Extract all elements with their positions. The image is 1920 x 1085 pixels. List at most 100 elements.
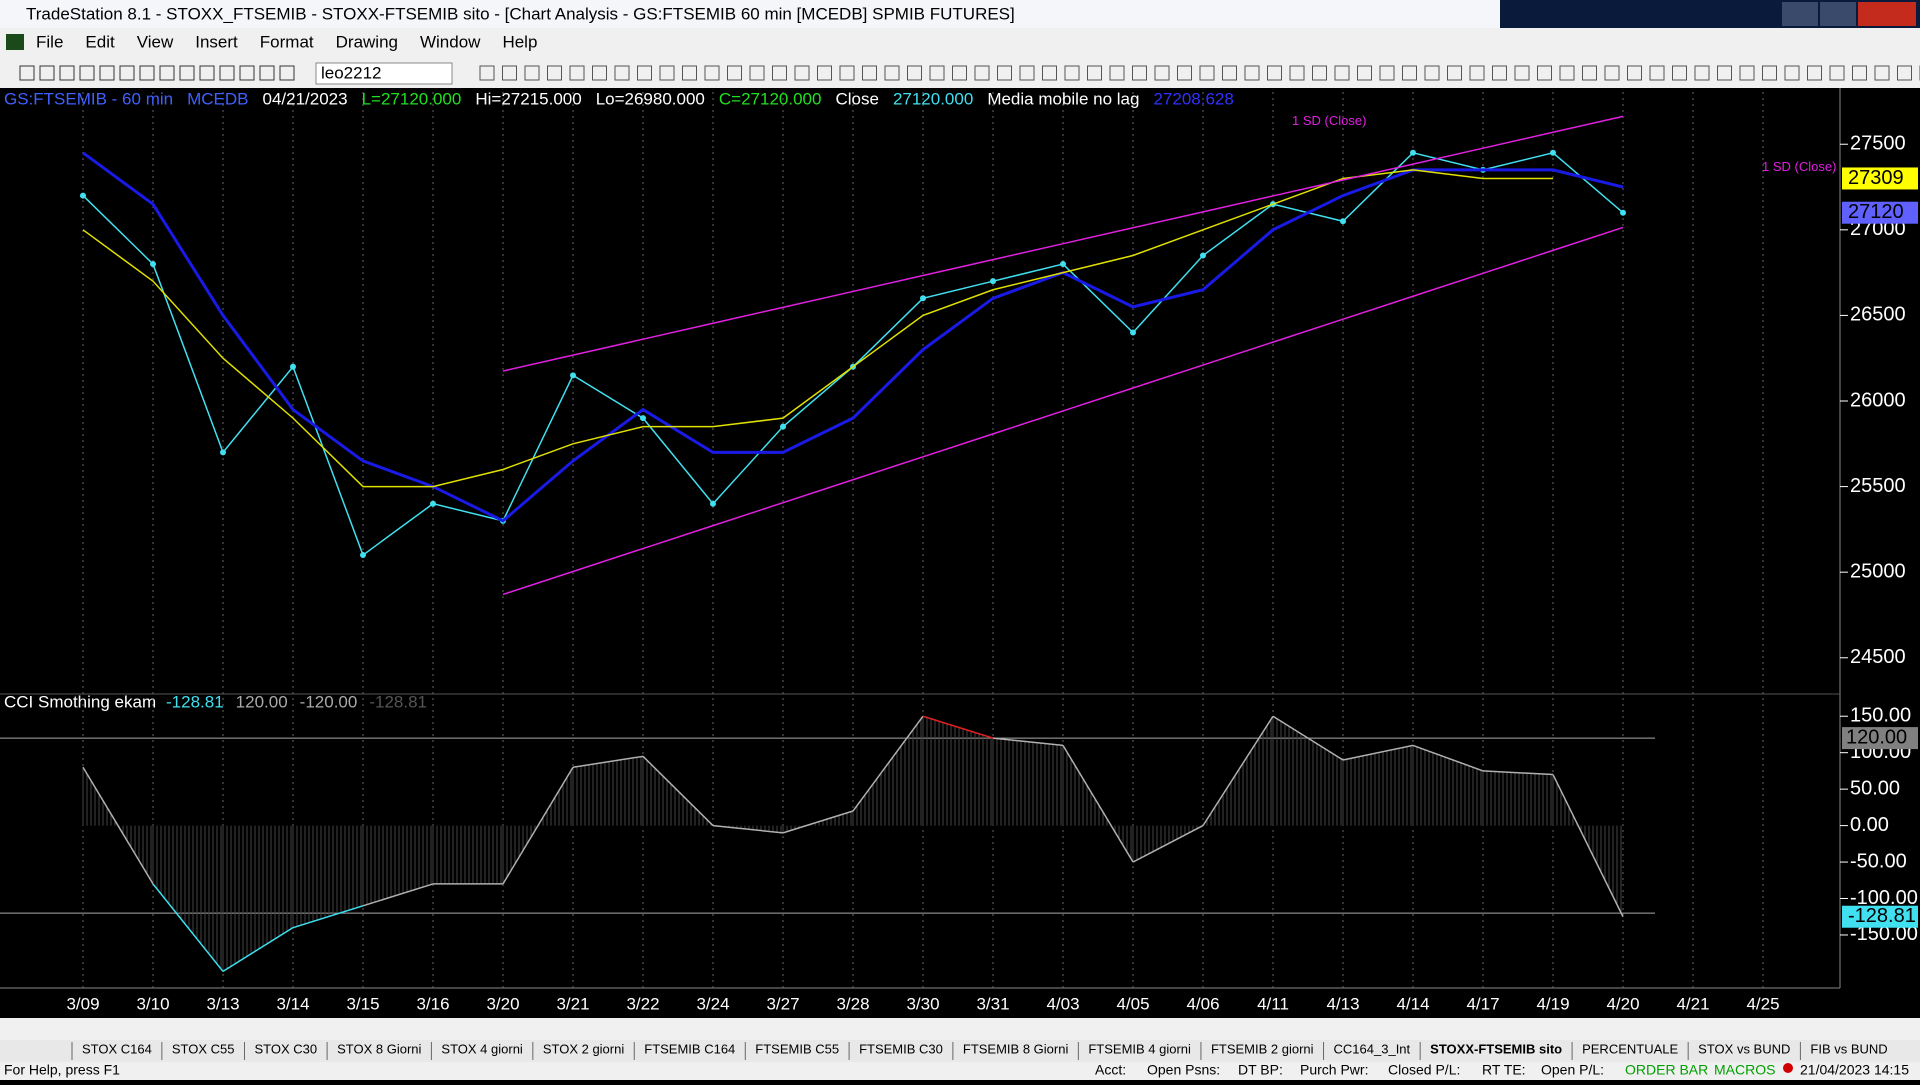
toolbar-icon[interactable] [929, 65, 945, 81]
sheet-tab[interactable]: STOX C30 [254, 1041, 317, 1056]
toolbar-icon[interactable] [19, 65, 35, 81]
sheet-tab[interactable]: FTSEMIB 4 giorni [1088, 1041, 1191, 1056]
menu-item[interactable]: Window [420, 32, 481, 51]
toolbar-icon[interactable] [99, 65, 115, 81]
toolbar-icon[interactable] [1019, 65, 1035, 81]
toolbar-icon[interactable] [1829, 65, 1845, 81]
sheet-tab[interactable]: STOX 2 giorni [543, 1041, 625, 1056]
toolbar-icon[interactable] [1874, 65, 1890, 81]
toolbar-icon[interactable] [1289, 65, 1305, 81]
toolbar-icon[interactable] [1627, 65, 1642, 81]
toolbar-icon[interactable] [1537, 65, 1552, 81]
sheet-tab[interactable]: STOX 8 Giorni [337, 1041, 421, 1056]
toolbar-icon[interactable] [997, 65, 1012, 81]
sheet-tab[interactable]: STOX vs BUND [1698, 1041, 1790, 1056]
sheet-tab[interactable]: STOXX-FTSEMIB sito [1430, 1041, 1562, 1056]
toolbar-icon[interactable] [547, 65, 562, 81]
toolbar-icon[interactable] [199, 65, 215, 81]
menu-item[interactable]: View [137, 32, 174, 51]
toolbar-icon[interactable] [637, 65, 652, 81]
toolbar-icon[interactable] [884, 65, 900, 81]
toolbar-icon[interactable] [119, 65, 135, 81]
toolbar-icon[interactable] [569, 65, 585, 81]
sheet-tab[interactable]: STOX C164 [82, 1041, 152, 1056]
menu-item[interactable]: Help [502, 32, 537, 51]
toolbar-icon[interactable] [1897, 65, 1912, 81]
sheet-tab[interactable]: FTSEMIB 8 Giorni [963, 1041, 1069, 1056]
toolbar-icon[interactable] [907, 65, 922, 81]
toolbar-icon[interactable] [1109, 65, 1125, 81]
toolbar-icon[interactable] [1042, 65, 1057, 81]
toolbar-icon[interactable] [794, 65, 810, 81]
scrollbar[interactable] [0, 1018, 1920, 1040]
toolbar-icon[interactable] [79, 65, 95, 81]
toolbar-icon[interactable] [727, 65, 742, 81]
toolbar-icon[interactable] [59, 65, 75, 81]
sheet-tab[interactable]: FIB vs BUND [1810, 1041, 1887, 1056]
symbol-box[interactable] [315, 62, 453, 85]
toolbar-icon[interactable] [1469, 65, 1485, 81]
toolbar-icon[interactable] [659, 65, 675, 81]
menu-item[interactable]: Edit [85, 32, 115, 51]
toolbar-icon[interactable] [1762, 65, 1777, 81]
toolbar-icon[interactable] [39, 65, 55, 81]
toolbar-icon[interactable] [1447, 65, 1462, 81]
toolbar-icon[interactable] [1334, 65, 1350, 81]
toolbar-icon[interactable] [704, 65, 720, 81]
toolbar-icon[interactable] [159, 65, 175, 81]
toolbar-icon[interactable] [749, 65, 765, 81]
sheet-tab[interactable]: STOX C55 [172, 1041, 235, 1056]
sheet-tab[interactable]: FTSEMIB 2 giorni [1211, 1041, 1314, 1056]
toolbar-icon[interactable] [1559, 65, 1575, 81]
toolbar-icon[interactable] [1672, 65, 1687, 81]
maximize-button[interactable] [1820, 2, 1856, 26]
toolbar-icon[interactable] [817, 65, 832, 81]
toolbar-icon[interactable] [219, 65, 235, 81]
toolbar-icon[interactable] [772, 65, 787, 81]
toolbar-icon[interactable] [259, 65, 275, 81]
toolbar-icon[interactable] [839, 65, 855, 81]
toolbar-icon[interactable] [502, 65, 517, 81]
toolbar-icon[interactable] [1177, 65, 1192, 81]
toolbar-icon[interactable] [1492, 65, 1507, 81]
toolbar-icon[interactable] [279, 65, 295, 81]
close-button[interactable] [1858, 2, 1916, 26]
sheet-tab[interactable]: STOX 4 giorni [441, 1041, 523, 1056]
toolbar-icon[interactable] [1267, 65, 1282, 81]
toolbar-icon[interactable] [1852, 65, 1867, 81]
toolbar-icon[interactable] [1244, 65, 1260, 81]
minimize-button[interactable] [1782, 2, 1818, 26]
toolbar-icon[interactable] [1199, 65, 1215, 81]
toolbar-icon[interactable] [1514, 65, 1530, 81]
menu-item[interactable]: Format [260, 32, 314, 51]
toolbar-icon[interactable] [1064, 65, 1080, 81]
sheet-tab[interactable]: FTSEMIB C164 [644, 1041, 735, 1056]
toolbar-icon[interactable] [1784, 65, 1800, 81]
toolbar-icon[interactable] [139, 65, 155, 81]
toolbar-icon[interactable] [1222, 65, 1237, 81]
toolbar-icon[interactable] [1694, 65, 1710, 81]
toolbar-icon[interactable] [614, 65, 630, 81]
toolbar-icon[interactable] [524, 65, 540, 81]
toolbar-icon[interactable] [179, 65, 195, 81]
toolbar-icon[interactable] [239, 65, 255, 81]
toolbar-icon[interactable] [952, 65, 967, 81]
sheet-tab[interactable]: PERCENTUALE [1582, 1041, 1678, 1056]
menu-item[interactable]: Insert [195, 32, 238, 51]
toolbar-icon[interactable] [1132, 65, 1147, 81]
menu-item[interactable]: Drawing [336, 32, 398, 51]
toolbar-icon[interactable] [1357, 65, 1372, 81]
toolbar-icon[interactable] [682, 65, 697, 81]
toolbar-icon[interactable] [1312, 65, 1327, 81]
toolbar-icon[interactable] [1154, 65, 1170, 81]
toolbar-icon[interactable] [1402, 65, 1417, 81]
sheet-tab[interactable]: FTSEMIB C55 [755, 1041, 839, 1056]
toolbar-icon[interactable] [1807, 65, 1822, 81]
toolbar-icon[interactable] [1582, 65, 1597, 81]
toolbar-icon[interactable] [1604, 65, 1620, 81]
toolbar-icon[interactable] [862, 65, 877, 81]
sheet-tab[interactable]: CC164_3_Int [1334, 1041, 1411, 1056]
toolbar-icon[interactable] [1717, 65, 1732, 81]
toolbar-icon[interactable] [1379, 65, 1395, 81]
menu-item[interactable]: File [36, 32, 63, 51]
